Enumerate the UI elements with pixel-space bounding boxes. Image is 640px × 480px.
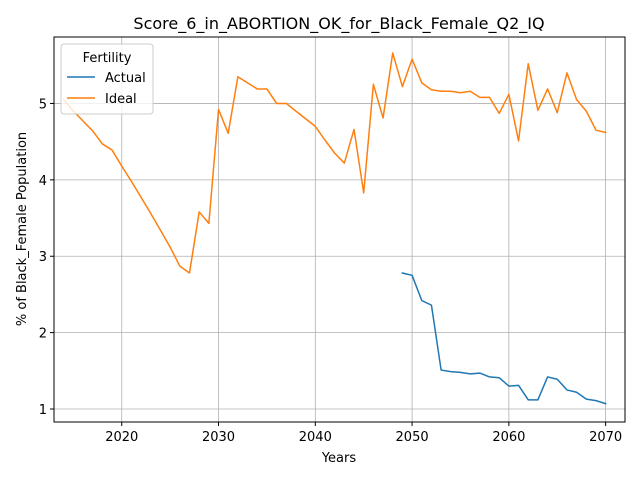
legend-box (60, 43, 154, 115)
series-layer (62, 52, 607, 405)
x-axis: 2020 2030 2040 2050 2060 2070 (105, 422, 622, 445)
legend: Fertility Actual Ideal (60, 43, 154, 115)
legend-label-actual: Actual (105, 71, 146, 86)
y-tick-label: 1 (39, 403, 47, 418)
series-line-ideal (62, 52, 607, 274)
y-tick-label: 3 (39, 250, 47, 265)
x-tick-label: 2070 (589, 430, 622, 445)
x-tick-label: 2060 (492, 430, 525, 445)
grid (54, 37, 625, 422)
y-tick-label: 4 (39, 174, 47, 189)
plot-frame (53, 36, 626, 423)
series-line-actual (401, 272, 607, 405)
y-axis-label: % of Black_Female Population (15, 132, 30, 326)
x-tick-label: 2040 (299, 430, 332, 445)
x-tick-label: 2030 (202, 430, 235, 445)
y-axis: 1 2 3 4 5 (39, 97, 54, 418)
legend-title: Fertility (83, 51, 132, 66)
x-tick-label: 2020 (105, 430, 138, 445)
legend-label-ideal: Ideal (105, 92, 137, 107)
chart-title: Score_6_in_ABORTION_OK_for_Black_Female_… (133, 14, 544, 34)
x-tick-label: 2050 (396, 430, 429, 445)
y-tick-label: 5 (39, 97, 47, 112)
x-axis-label: Years (321, 451, 357, 466)
y-tick-label: 2 (39, 327, 47, 342)
